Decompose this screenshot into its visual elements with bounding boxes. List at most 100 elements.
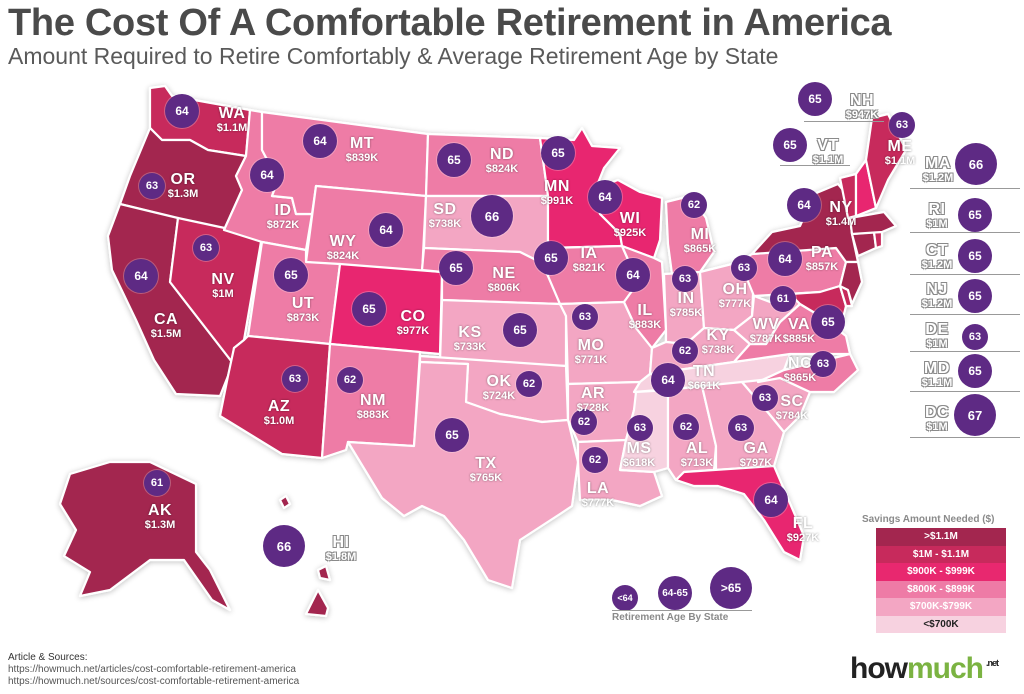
age-bubble-MT: 64 [303, 124, 337, 158]
state-label-MS: MS $618K [622, 439, 656, 469]
age-bubble-KS: 65 [503, 313, 537, 347]
age-bubble-AZ: 63 [282, 366, 308, 392]
age-bubble-MO: 63 [572, 304, 598, 330]
state-label-MN: MN $991K [540, 177, 574, 207]
state-HI-2 [316, 564, 332, 582]
state-label-FL: FL $927K [786, 514, 820, 544]
age-bubble-CA: 64 [124, 259, 158, 293]
state-label-WY: WY $824K [326, 232, 360, 262]
legend-bin-1m-1-1m: $1M - $1.1M [876, 545, 1006, 563]
savings-legend: >$1.1M $1M - $1.1M $900K - $999K $800K -… [876, 528, 1006, 633]
state-label-WA: WA $1.1M [216, 104, 248, 134]
state-label-ME: ME $1.1M [884, 137, 916, 167]
legend-bin-700k-799k: $700K-$799K [876, 598, 1006, 616]
state-label-MO: MO $771K [574, 336, 608, 366]
state-label-TX: TX $765K [469, 454, 503, 484]
age-bubble-NM: 62 [337, 367, 363, 393]
state-HI-3 [304, 588, 330, 618]
age-bubble-LA: 62 [582, 447, 608, 473]
state-label-ID: ID $872K [266, 201, 300, 231]
state-label-VA: VA $885K [782, 315, 816, 345]
state-label-AR: AR $728K [576, 384, 610, 414]
page-title: The Cost Of A Comfortable Retirement in … [8, 2, 892, 44]
age-bubble-ME: 63 [889, 112, 915, 138]
age-bubble-PA: 64 [768, 242, 802, 276]
age-bubble-AK: 61 [144, 470, 170, 496]
state-HI-1 [278, 494, 292, 510]
age-bubble-MI: 62 [681, 192, 707, 218]
age-bubble-WA: 64 [165, 94, 199, 128]
state-label-NM: NM $883K [356, 391, 390, 421]
source-link-sources[interactable]: https://howmuch.net/sources/cost-comfort… [8, 676, 300, 687]
age-bubble-WY: 64 [369, 213, 403, 247]
age-bubble-DC: 67 [954, 394, 996, 436]
state-label-CA: CA $1.5M [150, 310, 182, 340]
legend-bin-gt-1-1m: >$1.1M [876, 528, 1006, 546]
state-TX [346, 360, 580, 590]
state-label-NJ: NJ $1.2M [921, 280, 953, 310]
state-label-LA: LA $777K [581, 479, 615, 509]
state-label-WV: WV $787K [749, 315, 783, 345]
age-bubble-OH: 63 [731, 255, 757, 281]
state-label-DE: DE $1M [925, 320, 949, 350]
age-bubble-IA: 65 [534, 241, 568, 275]
leader-line-DE [910, 351, 1020, 352]
page-subtitle: Amount Required to Retire Comfortably & … [8, 43, 779, 69]
state-label-MD: MD $1.1M [921, 359, 953, 389]
age-bubble-HI: 66 [263, 525, 305, 567]
state-label-IL: IL $883K [628, 301, 662, 331]
state-NJ [838, 260, 864, 306]
age-bubble-OR: 63 [139, 173, 165, 199]
state-label-UT: UT $873K [286, 294, 320, 324]
age-bubble-MS: 63 [627, 415, 653, 441]
state-label-GA: GA $797K [739, 439, 773, 469]
age-bubble-ID: 64 [250, 158, 284, 192]
age-bubble-VT: 65 [773, 128, 807, 162]
state-label-MI: MI $865K [683, 225, 717, 255]
state-label-ND: ND $824K [485, 145, 519, 175]
legend-bin-900k-999k: $900K - $999K [876, 563, 1006, 581]
state-label-MA: MA $1.2M [922, 154, 954, 184]
state-label-NV: NV $1M [211, 270, 235, 300]
state-label-OH: OH $777K [718, 280, 752, 310]
age-bubble-DE: 63 [962, 324, 988, 350]
state-label-KS: KS $733K [453, 323, 487, 353]
age-bubble-SD: 66 [471, 195, 513, 237]
savings-legend-title: Savings Amount Needed ($) [862, 514, 995, 525]
state-WY [304, 184, 428, 276]
state-label-IA: IA $821K [572, 244, 606, 274]
state-label-PA: PA $857K [805, 243, 839, 273]
state-AK [58, 460, 232, 612]
state-label-NH: NH $947K [845, 91, 879, 121]
leader-line-MA [910, 188, 1020, 189]
howmuch-logo: howmuch .net [850, 652, 999, 685]
state-label-CO: CO $977K [396, 307, 430, 337]
state-label-SC: SC $784K [775, 392, 809, 422]
age-bubble-MD: 65 [958, 354, 992, 388]
legend-bin-800k-899k: $800K - $899K [876, 580, 1006, 598]
age-legend-baseline [612, 610, 752, 611]
age-bubble-RI: 65 [958, 198, 992, 232]
state-label-IN: IN $785K [669, 289, 703, 319]
age-bubble-KY: 62 [672, 338, 698, 364]
state-FL [674, 464, 806, 562]
state-label-RI: RI $1M [926, 200, 948, 230]
age-bubble-ND: 65 [437, 143, 471, 177]
state-label-AZ: AZ $1.0M [263, 397, 295, 427]
age-bubble-CO: 65 [352, 292, 386, 326]
age-bubble-OK: 62 [516, 371, 542, 397]
state-MA [848, 210, 898, 236]
state-label-SD: SD $738K [428, 200, 462, 230]
age-bubble-IN: 63 [672, 266, 698, 292]
state-label-CT: CT $1.2M [921, 241, 953, 271]
age-bubble-NY: 64 [787, 188, 821, 222]
age-bubble-NJ: 65 [958, 279, 992, 313]
age-bubble-TN: 64 [651, 363, 685, 397]
age-bubble-UT: 65 [274, 258, 308, 292]
legend-bin-lt-700k: <$700K [876, 615, 1006, 633]
source-link-article[interactable]: https://howmuch.net/articles/cost-comfor… [8, 664, 296, 675]
age-legend-small: <64 [612, 585, 638, 611]
leader-line-MD [910, 391, 1020, 392]
age-bubble-IL: 64 [616, 258, 650, 292]
